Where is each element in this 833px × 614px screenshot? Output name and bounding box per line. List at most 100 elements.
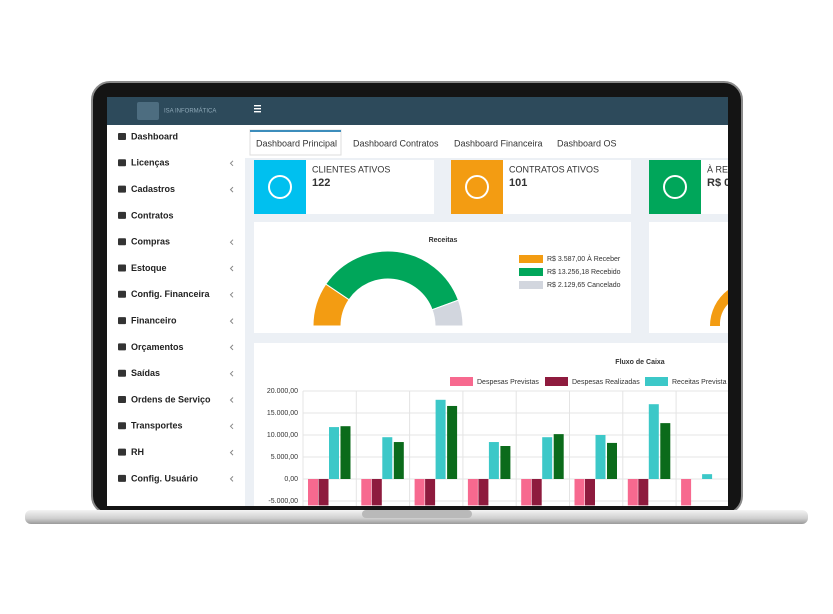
bar — [574, 479, 585, 506]
menu-label: Dashboard — [131, 131, 178, 141]
menu-toggle[interactable] — [254, 105, 261, 113]
bar — [553, 434, 564, 479]
card-label: CLIENTES ATIVOS — [312, 164, 390, 174]
bar — [308, 479, 318, 506]
chevron — [229, 476, 234, 482]
bar — [531, 479, 542, 506]
menu-item[interactable]: Config. Financeira — [118, 289, 234, 299]
logo-icon — [137, 102, 159, 120]
menu-label: Transportes — [131, 421, 183, 431]
legend-label: R$ 13.256,18 Recebido — [547, 269, 621, 276]
tab-label[interactable]: Dashboard Financeira — [454, 138, 543, 148]
menu-item[interactable]: Contratos — [118, 210, 174, 220]
card-icon — [663, 175, 687, 199]
menu-label: Financeiro — [131, 315, 177, 325]
card-label: À REC — [707, 164, 735, 174]
chevron — [229, 344, 234, 351]
menu-label: Orçamentos — [131, 342, 184, 352]
chevron — [229, 423, 234, 430]
menu-icon — [118, 290, 126, 298]
menu-item[interactable]: Financeiro — [118, 315, 234, 325]
bar — [681, 479, 692, 506]
menu-label: Estoque — [131, 263, 167, 273]
card-label: CONTRATOS ATIVOS — [509, 164, 599, 174]
y-tick-label: 15.000,00 — [267, 410, 298, 417]
menu-label: Config. Financeira — [131, 289, 211, 299]
y-tick-label: 0,00 — [284, 476, 298, 483]
bar — [542, 437, 553, 479]
bar — [340, 426, 351, 479]
chart-title: Receitas — [429, 237, 458, 244]
menu-label: Ordens de Serviço — [131, 394, 211, 404]
legend-label: R$ 2.129,65 Cancelado — [547, 282, 621, 289]
legend-label: Receitas Prevista — [672, 379, 727, 386]
legend-value: R$ 2.129,65 — [547, 282, 585, 289]
top-bar — [107, 97, 728, 125]
partial-arc — [710, 290, 728, 326]
menu-icon — [118, 264, 126, 272]
menu-icon — [118, 422, 126, 430]
chevron — [229, 291, 234, 298]
donut-segment — [431, 299, 464, 327]
menu-icon — [118, 185, 126, 193]
menu-item[interactable]: Saídas — [118, 368, 234, 378]
tab-label[interactable]: Dashboard Principal — [256, 138, 337, 148]
chevron — [229, 265, 234, 272]
legend-category: Cancelado — [587, 282, 621, 289]
bar — [329, 427, 339, 479]
chevron — [229, 397, 234, 403]
chevron — [229, 239, 234, 246]
legend-swatch — [450, 377, 473, 386]
card-icon — [465, 175, 489, 199]
bar — [382, 437, 393, 479]
menu-item[interactable]: Cadastros — [118, 184, 234, 194]
menu-item[interactable]: Orçamentos — [118, 342, 234, 352]
logo-text: ISA INFORMÁTICA — [164, 108, 216, 115]
chevron — [229, 186, 234, 193]
menu-icon — [118, 474, 126, 482]
y-tick-label: 10.000,00 — [267, 432, 298, 439]
active-tab-border — [250, 130, 341, 132]
menu-item[interactable]: Ordens de Serviço — [118, 394, 234, 404]
legend-swatch — [519, 255, 543, 263]
menu-item[interactable]: Estoque — [118, 263, 234, 273]
menu-icon — [118, 448, 126, 456]
menu-icon — [118, 211, 126, 219]
y-tick-label: 20.000,00 — [267, 388, 298, 395]
legend-category: À Receber — [587, 254, 621, 263]
menu-label: Config. Usuário — [131, 473, 199, 483]
menu-item[interactable]: Compras — [118, 237, 234, 247]
tab-label[interactable]: Dashboard OS — [557, 138, 617, 148]
bar — [414, 479, 425, 506]
menu-item[interactable]: Config. Usuário — [118, 473, 234, 483]
bar — [595, 435, 606, 479]
sidebar — [107, 125, 245, 506]
menu-label: Licenças — [131, 158, 170, 168]
menu-item[interactable]: Dashboard — [118, 131, 178, 141]
bar — [478, 479, 489, 506]
bar — [318, 479, 329, 506]
legend-swatch — [519, 268, 543, 276]
active-tab[interactable] — [249, 129, 342, 156]
menu-icon — [118, 133, 126, 140]
legend-category: Recebido — [591, 269, 621, 276]
legend-label: Despesas Realizadas — [572, 379, 640, 386]
bar — [627, 479, 638, 506]
menu-icon — [118, 238, 126, 246]
menu-label: Compras — [131, 237, 170, 247]
menu-item[interactable]: Licenças — [118, 158, 234, 168]
menu-icon — [118, 396, 126, 403]
menu-item[interactable]: Transportes — [118, 421, 234, 431]
legend-value: R$ 3.587,00 — [547, 256, 585, 263]
legend-label: R$ 3.587,00 À Receber — [547, 254, 621, 263]
y-tick-label: -5.000,00 — [268, 498, 298, 505]
card-value: 101 — [509, 177, 527, 189]
tab-label[interactable]: Dashboard Contratos — [353, 138, 439, 148]
menu-icon — [118, 317, 126, 325]
chevron — [229, 160, 234, 167]
bar — [660, 423, 671, 479]
menu-item[interactable]: RH — [118, 447, 234, 457]
bar — [488, 442, 499, 479]
